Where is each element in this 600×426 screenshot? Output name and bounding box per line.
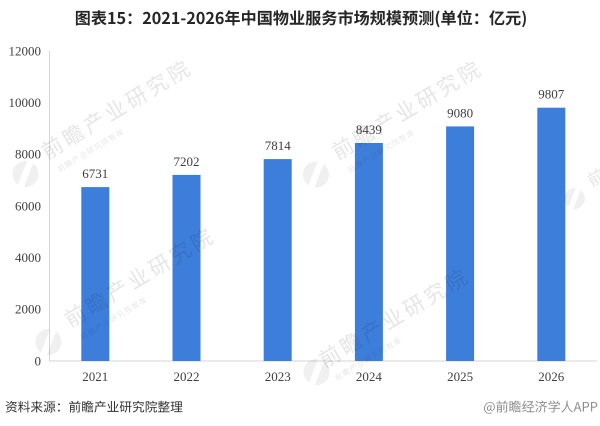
svg-text:2025: 2025: [447, 369, 473, 384]
svg-text:6731: 6731: [82, 166, 108, 181]
svg-text:2000: 2000: [15, 302, 41, 317]
svg-text:2026: 2026: [538, 369, 565, 384]
svg-text:0: 0: [35, 353, 42, 368]
svg-text:8000: 8000: [15, 147, 41, 162]
svg-text:9080: 9080: [447, 105, 473, 120]
svg-text:12000: 12000: [9, 43, 42, 58]
svg-text:2022: 2022: [174, 369, 200, 384]
svg-text:10000: 10000: [9, 95, 42, 110]
svg-text:4000: 4000: [15, 250, 41, 265]
svg-text:2021: 2021: [82, 369, 108, 384]
svg-text:8439: 8439: [356, 122, 382, 137]
svg-text:2023: 2023: [265, 369, 291, 384]
svg-text:7814: 7814: [265, 138, 292, 153]
svg-text:7202: 7202: [174, 154, 200, 169]
svg-text:2024: 2024: [356, 369, 383, 384]
svg-text:6000: 6000: [15, 198, 41, 213]
svg-text:9807: 9807: [538, 87, 565, 102]
